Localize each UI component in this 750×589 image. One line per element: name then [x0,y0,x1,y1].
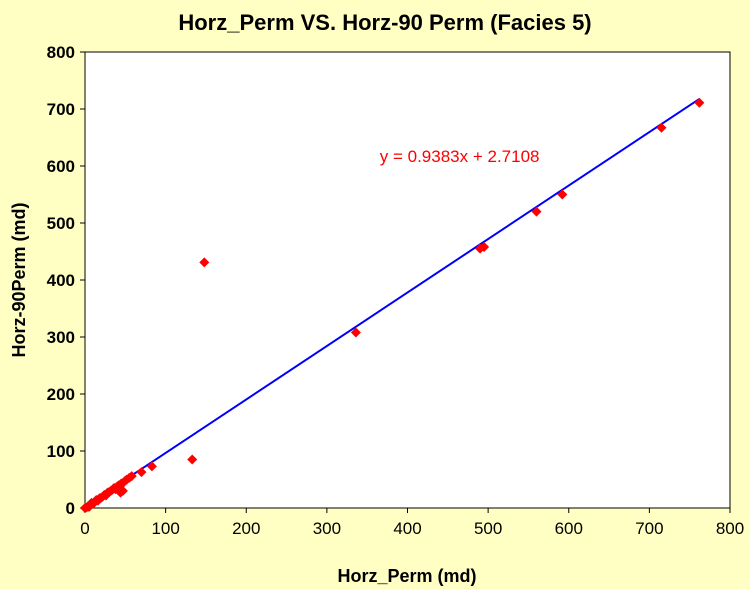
x-tick-label: 300 [313,519,341,538]
data-point [136,467,147,478]
data-point [126,471,137,482]
data-point [199,257,210,268]
y-tick-label: 700 [47,100,75,119]
y-axis-title: Horz-90Perm (md) [9,202,29,357]
y-tick-label: 0 [66,499,75,518]
x-tick-label: 600 [555,519,583,538]
x-tick-label: 700 [635,519,663,538]
data-point [117,485,128,496]
x-tick-label: 800 [716,519,744,538]
y-tick-label: 800 [47,43,75,62]
trendline-equation: y = 0.9383x + 2.7108 [380,147,540,166]
data-point [694,97,705,108]
chart-title: Horz_Perm VS. Horz-90 Perm (Facies 5) [178,10,591,35]
x-tick-label: 100 [151,519,179,538]
x-tick-label: 200 [232,519,260,538]
trendline [84,98,700,508]
y-tick-label: 500 [47,214,75,233]
x-tick-label: 400 [393,519,421,538]
data-point [350,327,361,338]
data-point [187,454,198,465]
y-tick-label: 200 [47,385,75,404]
x-axis: 0 100 200 300 400 500 600 700 800 [80,508,744,538]
data-point [146,461,157,472]
y-tick-label: 100 [47,442,75,461]
plot-area [84,51,731,509]
data-point [557,189,568,200]
data-points [80,97,705,513]
x-tick-label: 500 [474,519,502,538]
y-axis: 0 100 200 300 400 500 600 700 800 [47,43,85,518]
data-point [656,122,667,133]
data-point [479,241,490,252]
x-axis-title: Horz_Perm (md) [337,566,476,586]
y-tick-label: 300 [47,328,75,347]
x-tick-label: 0 [80,519,89,538]
y-tick-label: 400 [47,271,75,290]
y-tick-label: 600 [47,157,75,176]
data-point [531,206,542,217]
